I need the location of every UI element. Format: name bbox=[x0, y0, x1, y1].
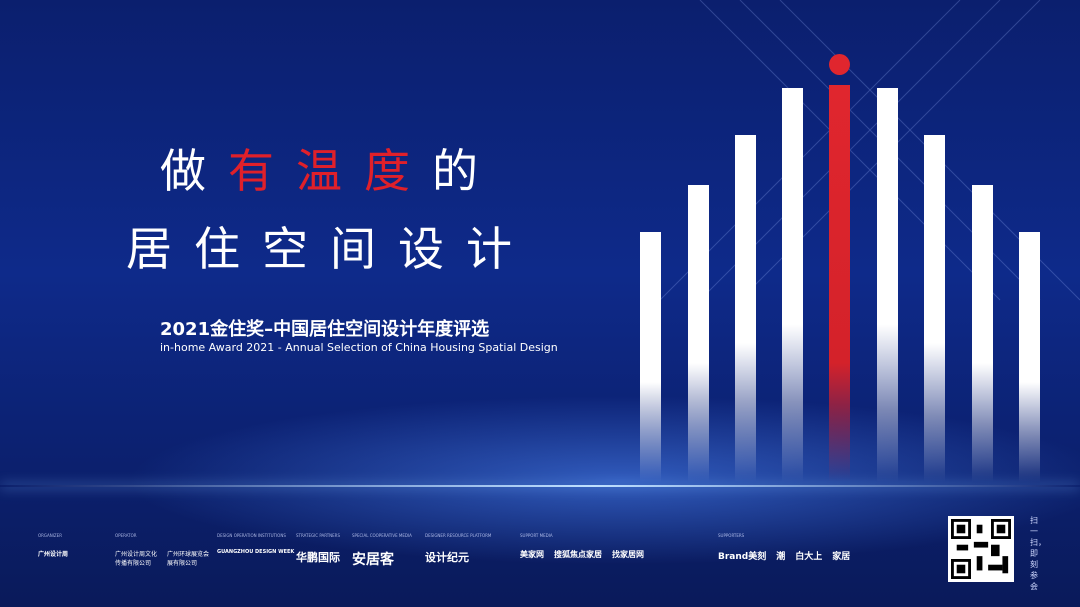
sponsor-group: STRATEGIC PARTNERS 华鹏国际 bbox=[296, 533, 341, 564]
qr-code[interactable] bbox=[948, 516, 1014, 582]
headline-line-2: 居住空间设计 bbox=[126, 222, 534, 276]
sponsor-group: DESIGN OPERATION INSTITUTIONS GUANGZHOU D… bbox=[217, 533, 295, 555]
headline-line-1: 做有温度的 bbox=[160, 144, 500, 198]
bar bbox=[1019, 232, 1040, 482]
sponsor-group: DESIGNER RESOURCE PLATFORM 设计纪元 bbox=[425, 533, 492, 564]
bar bbox=[877, 88, 898, 482]
sponsor-group: ORGANIZER 广州设计周 bbox=[38, 533, 69, 558]
horizon-glow bbox=[0, 485, 1080, 487]
bar bbox=[924, 135, 945, 482]
red-dot bbox=[829, 54, 850, 75]
bar bbox=[640, 232, 661, 482]
bar bbox=[972, 185, 993, 482]
award-title-en: in-home Award 2021 - Annual Selection of… bbox=[160, 341, 558, 354]
sponsor-group: SUPPORT MEDIA 美家网 搜狐焦点家居 找家居网 bbox=[520, 533, 644, 559]
sponsor-group: SUPPORTERS Brand美刻潮白大上 家居 bbox=[718, 533, 851, 562]
bar bbox=[735, 135, 756, 482]
qr-code-icon bbox=[951, 519, 1011, 579]
award-title-cn: 2021金住奖–中国居住空间设计年度评选 bbox=[160, 319, 490, 340]
bar bbox=[782, 88, 803, 482]
red-bar bbox=[829, 85, 850, 482]
qr-caption: 扫一扫，即刻参会 bbox=[1030, 516, 1046, 591]
diagonal-lines-decoration bbox=[660, 0, 1080, 301]
bar bbox=[688, 185, 709, 482]
sponsor-group: OPERATOR 广州设计周文化传播有限公司 广州环球展览会展有限公司 bbox=[115, 533, 210, 567]
sponsor-group: SPECIAL COOPERATIVE MEDIA 安居客 bbox=[352, 533, 412, 568]
